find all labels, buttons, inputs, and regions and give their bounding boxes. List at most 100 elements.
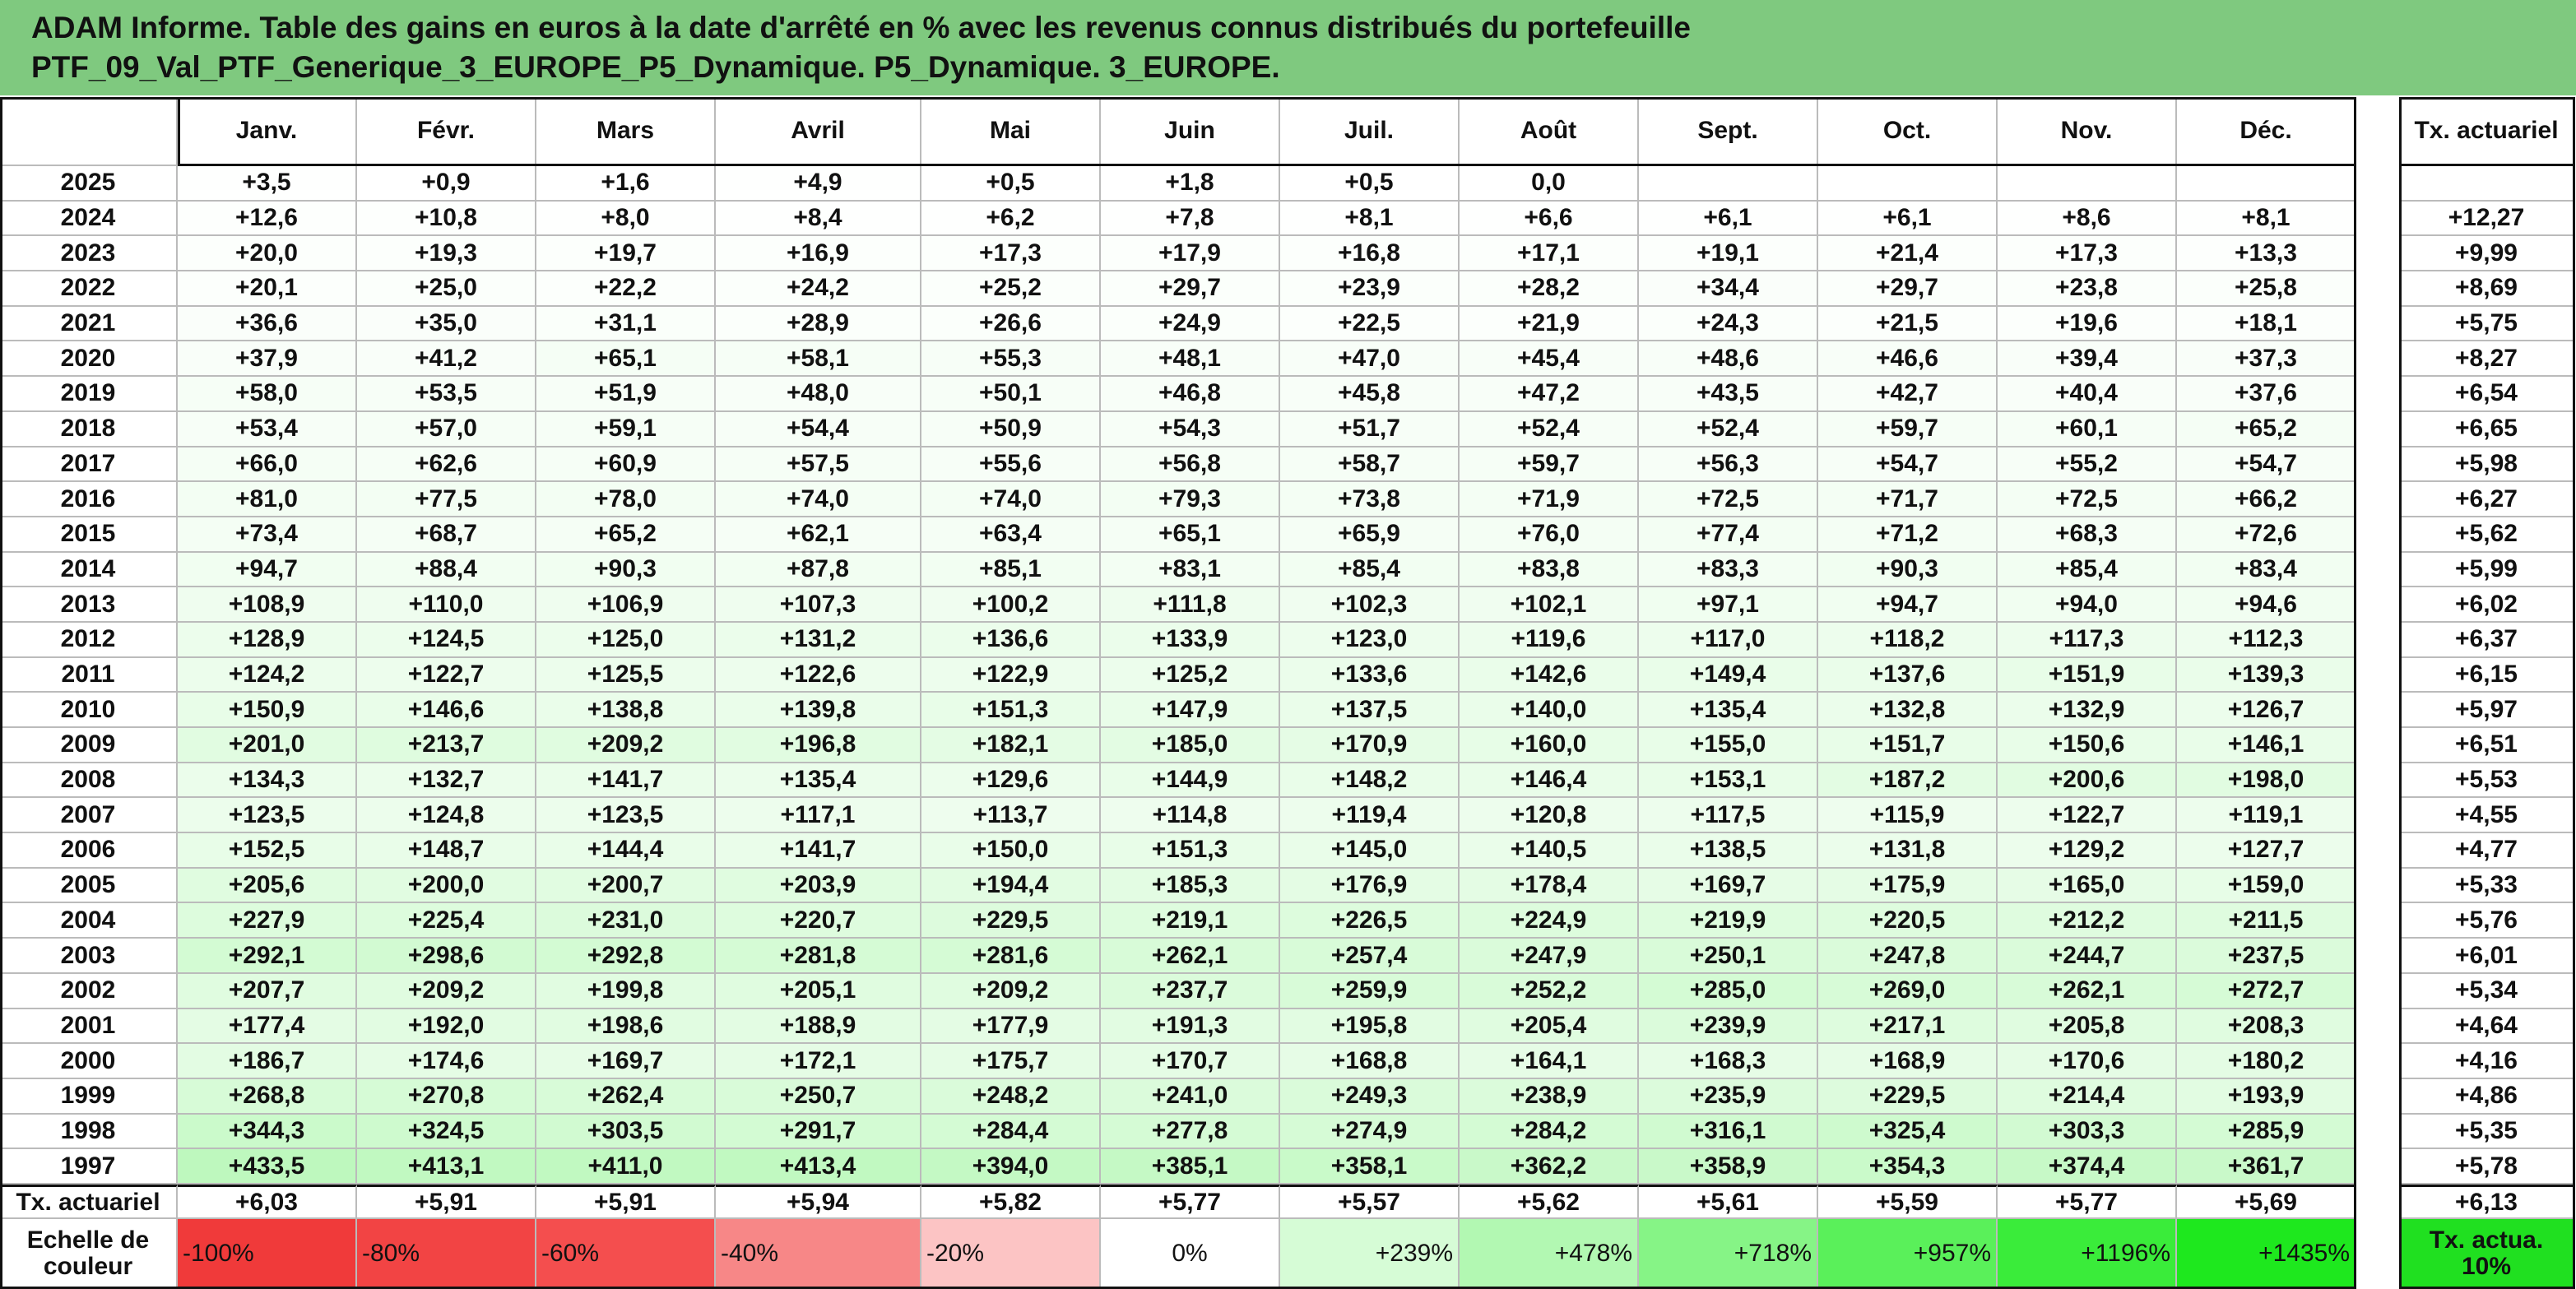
scale-item: +478% [1460, 1219, 1639, 1289]
gain-cell: +77,5 [357, 482, 536, 517]
rate-cell: +5,35 [2399, 1114, 2575, 1150]
gain-cell: +291,7 [716, 1114, 921, 1150]
column-header: Août [1460, 97, 1639, 166]
gain-cell: +31,1 [536, 306, 716, 342]
gain-cell: +58,0 [178, 377, 357, 412]
year-label: 2017 [0, 447, 178, 483]
gain-cell: +229,5 [921, 903, 1101, 939]
gain-cell: +83,8 [1460, 552, 1639, 588]
gain-cell: +117,0 [1639, 622, 1818, 658]
rate-cell: +6,15 [2399, 657, 2575, 693]
gain-cell: +54,4 [716, 411, 921, 447]
rate-cell: +4,77 [2399, 833, 2575, 869]
gain-cell: +169,7 [536, 1044, 716, 1079]
gain-cell: +125,5 [536, 657, 716, 693]
gain-cell: +394,0 [921, 1149, 1101, 1185]
rate-cell: +6,51 [2399, 728, 2575, 763]
gain-cell: +39,4 [1998, 341, 2177, 378]
rate-cell: +6,27 [2399, 482, 2575, 517]
gain-cell: +59,7 [1818, 411, 1998, 447]
gain-cell: +250,1 [1639, 939, 1818, 974]
gain-cell: +6,1 [1639, 201, 1818, 237]
gain-cell: +219,9 [1639, 903, 1818, 939]
gain-cell: +235,9 [1639, 1078, 1818, 1115]
gain-cell: +122,7 [1998, 798, 2177, 834]
gain-cell: +40,4 [1998, 377, 2177, 412]
gain-cell [1998, 166, 2177, 202]
gain-cell: +35,0 [357, 306, 536, 342]
gain-cell: +60,1 [1998, 411, 2177, 447]
gain-cell: +20,1 [178, 271, 357, 307]
gain-cell: +13,3 [2177, 236, 2356, 272]
year-label: 2004 [0, 903, 178, 939]
scale-item: +718% [1639, 1219, 1818, 1289]
year-label: 2022 [0, 271, 178, 307]
gain-cell: +139,3 [2177, 657, 2356, 693]
gain-cell: +205,6 [178, 868, 357, 904]
gain-cell: +176,9 [1280, 868, 1460, 904]
gain-cell: +102,1 [1460, 587, 1639, 623]
gain-cell: +281,8 [716, 939, 921, 974]
gain-cell: +164,1 [1460, 1044, 1639, 1079]
gain-cell: +55,6 [921, 447, 1101, 483]
gain-cell: +54,7 [2177, 447, 2356, 483]
gain-cell: +192,0 [357, 1008, 536, 1045]
gain-cell: +54,7 [1818, 447, 1998, 483]
year-label: 2024 [0, 201, 178, 237]
gain-cell: +186,7 [178, 1044, 357, 1079]
gain-cell: +274,9 [1280, 1114, 1460, 1150]
gain-cell: +25,8 [2177, 271, 2356, 307]
gain-cell: +200,0 [357, 868, 536, 904]
gain-cell: +168,3 [1639, 1044, 1818, 1079]
gain-cell: +213,7 [357, 728, 536, 763]
gain-cell: +18,1 [2177, 306, 2356, 342]
gain-cell: +214,4 [1998, 1078, 2177, 1115]
gain-cell: +226,5 [1280, 903, 1460, 939]
gain-cell: +37,6 [2177, 377, 2356, 412]
header-corner [0, 97, 178, 166]
gain-cell: +41,2 [357, 341, 536, 378]
scale-item: +957% [1818, 1219, 1998, 1289]
gain-cell: +16,8 [1280, 236, 1460, 272]
gain-cell: +37,3 [2177, 341, 2356, 378]
column-header: Févr. [357, 97, 536, 166]
rate-cell: +4,16 [2399, 1044, 2575, 1079]
gain-cell: +269,0 [1818, 973, 1998, 1009]
gain-cell: +262,1 [1998, 973, 2177, 1009]
gain-cell: +81,0 [178, 482, 357, 517]
gain-cell: +6,1 [1818, 201, 1998, 237]
gain-cell: +6,2 [921, 201, 1101, 237]
gain-cell: +7,8 [1101, 201, 1280, 237]
gain-cell: +50,9 [921, 411, 1101, 447]
gain-cell: +207,7 [178, 973, 357, 1009]
gain-cell: +22,5 [1280, 306, 1460, 342]
gain-cell: +200,7 [536, 868, 716, 904]
gain-cell: +237,5 [2177, 939, 2356, 974]
gain-cell: +225,4 [357, 903, 536, 939]
gain-cell: +112,3 [2177, 622, 2356, 658]
gain-cell: +144,4 [536, 833, 716, 869]
gain-cell: +43,5 [1639, 377, 1818, 412]
gain-cell: +292,1 [178, 939, 357, 974]
gain-cell: +150,0 [921, 833, 1101, 869]
gain-cell: +125,0 [536, 622, 716, 658]
gain-cell: +8,1 [1280, 201, 1460, 237]
rate-cell: +8,69 [2399, 271, 2575, 307]
column-header: Nov. [1998, 97, 2177, 166]
gain-cell: +48,6 [1639, 341, 1818, 378]
year-label: 2007 [0, 798, 178, 834]
gain-cell: +141,7 [536, 763, 716, 799]
gain-cell: +126,7 [2177, 693, 2356, 729]
gain-cell: +117,3 [1998, 622, 2177, 658]
gain-cell: +138,8 [536, 693, 716, 729]
gain-cell: +8,4 [716, 201, 921, 237]
gain-cell: +63,4 [921, 517, 1101, 553]
year-label: 2014 [0, 552, 178, 588]
gain-cell: +52,4 [1639, 411, 1818, 447]
gain-cell: +20,0 [178, 236, 357, 272]
gain-cell: +411,0 [536, 1149, 716, 1185]
year-label: 2015 [0, 517, 178, 553]
scale-item: +239% [1280, 1219, 1460, 1289]
gain-cell: +76,0 [1460, 517, 1639, 553]
gain-cell: +60,9 [536, 447, 716, 483]
